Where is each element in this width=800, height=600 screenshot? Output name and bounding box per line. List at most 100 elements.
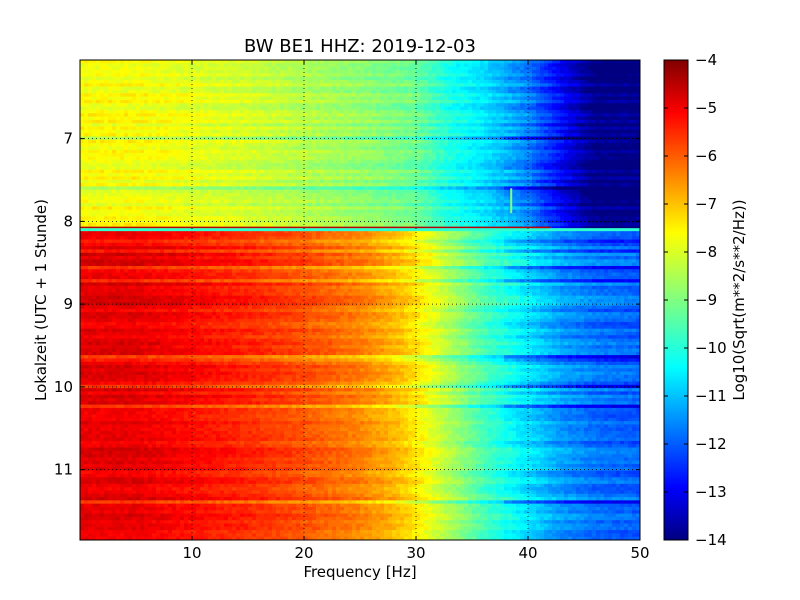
heatmap-cell: [512, 83, 517, 88]
heatmap-cell: [432, 60, 437, 64]
heatmap-cell: [560, 76, 565, 81]
heatmap-cell: [304, 69, 309, 74]
heatmap-cell: [116, 86, 121, 91]
heatmap-cell: [636, 93, 640, 98]
heatmap-cell: [324, 63, 329, 68]
heatmap-cell: [472, 66, 477, 71]
heatmap-cell: [496, 66, 501, 71]
heatmap-cell: [120, 96, 125, 101]
heatmap-cell: [560, 83, 565, 88]
heatmap-cell: [500, 83, 505, 88]
heatmap-cell: [440, 96, 445, 101]
heatmap-cell: [604, 66, 609, 71]
heatmap-cell: [588, 86, 593, 91]
heatmap-cell: [144, 60, 149, 64]
heatmap-cell: [448, 79, 453, 84]
heatmap-cell: [120, 93, 125, 98]
heatmap-cell: [528, 86, 533, 91]
heatmap-cell: [392, 83, 397, 88]
heatmap-cell: [344, 66, 349, 71]
heatmap-cell: [184, 73, 189, 78]
heatmap-cell: [364, 60, 369, 64]
heatmap-cell: [360, 86, 365, 91]
heatmap-cell: [360, 63, 365, 68]
heatmap-cell: [320, 73, 325, 78]
heatmap-cell: [240, 60, 245, 64]
heatmap-cell: [624, 73, 629, 78]
heatmap-cell: [480, 86, 485, 91]
heatmap-cell: [368, 86, 373, 91]
heatmap-cell: [256, 73, 261, 78]
heatmap-cell: [176, 63, 181, 68]
heatmap-cell: [404, 73, 409, 78]
heatmap-cell: [144, 63, 149, 68]
heatmap-cell: [336, 86, 341, 91]
heatmap-cell: [592, 76, 597, 81]
heatmap-cell: [156, 69, 161, 74]
heatmap-cell: [580, 93, 585, 98]
heatmap-cell: [480, 96, 485, 101]
heatmap-cell: [252, 86, 257, 91]
heatmap-cell: [88, 66, 93, 71]
heatmap-cell: [268, 93, 273, 98]
heatmap-cell: [636, 63, 640, 68]
heatmap-cell: [544, 69, 549, 74]
heatmap-cell: [188, 86, 193, 91]
heatmap-cell: [108, 76, 113, 81]
heatmap-cell: [588, 96, 593, 101]
heatmap-cell: [616, 79, 621, 84]
heatmap-cell: [604, 73, 609, 78]
heatmap-cell: [128, 86, 133, 91]
heatmap-cell: [568, 66, 573, 71]
heatmap-cell: [444, 60, 449, 64]
heatmap-cell: [536, 69, 541, 74]
heatmap-cell: [508, 93, 513, 98]
heatmap-cell: [300, 76, 305, 81]
heatmap-cell: [288, 83, 293, 88]
heatmap-cell: [188, 66, 193, 71]
heatmap-cell: [216, 69, 221, 74]
heatmap-cell: [332, 89, 337, 94]
heatmap-cell: [564, 93, 569, 98]
heatmap-cell: [272, 63, 277, 68]
heatmap-cell: [208, 86, 213, 91]
heatmap-cell: [240, 86, 245, 91]
heatmap-cell: [336, 66, 341, 71]
heatmap-cell: [432, 83, 437, 88]
heatmap-cell: [112, 60, 117, 64]
heatmap-cell: [328, 93, 333, 98]
heatmap-cell: [232, 69, 237, 74]
heatmap-cell: [608, 83, 613, 88]
heatmap-cell: [488, 93, 493, 98]
heatmap-cell: [628, 79, 633, 84]
heatmap-cell: [432, 89, 437, 94]
heatmap-cell: [176, 89, 181, 94]
heatmap-cell: [220, 60, 225, 64]
heatmap-cell: [204, 69, 209, 74]
heatmap-cell: [224, 93, 229, 98]
heatmap-cell: [136, 89, 141, 94]
heatmap-cell: [124, 79, 129, 84]
heatmap-cell: [208, 60, 213, 64]
heatmap-cell: [236, 60, 241, 64]
heatmap-cell: [548, 79, 553, 84]
heatmap-cell: [476, 66, 481, 71]
heatmap-cell: [348, 93, 353, 98]
heatmap-cell: [528, 69, 533, 74]
heatmap-cell: [528, 96, 533, 101]
heatmap-cell: [340, 60, 345, 64]
heatmap-cell: [372, 79, 377, 84]
heatmap-cell: [628, 86, 633, 91]
heatmap-cell: [516, 83, 521, 88]
heatmap-cell: [372, 83, 377, 88]
heatmap-cell: [460, 63, 465, 68]
heatmap-cell: [464, 73, 469, 78]
heatmap-cell: [152, 79, 157, 84]
heatmap-cell: [424, 79, 429, 84]
heatmap-cell: [200, 93, 205, 98]
heatmap-cell: [104, 83, 109, 88]
heatmap-cell: [240, 73, 245, 78]
heatmap-cell: [120, 99, 125, 104]
heatmap-cell: [572, 76, 577, 81]
heatmap-cell: [536, 76, 541, 81]
